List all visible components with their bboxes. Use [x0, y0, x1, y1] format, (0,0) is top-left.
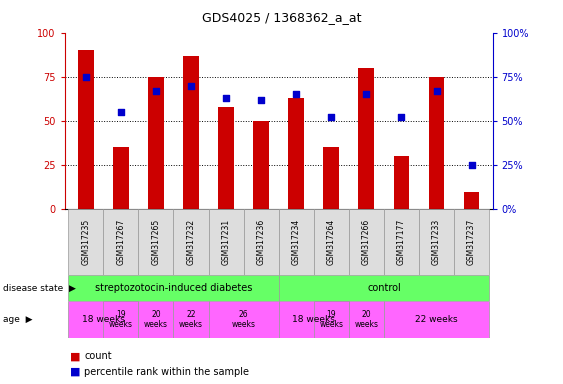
- Text: GSM317235: GSM317235: [81, 219, 90, 265]
- Bar: [428, 77, 444, 209]
- Bar: [464, 192, 480, 209]
- Bar: [394, 156, 409, 209]
- Text: GSM317237: GSM317237: [467, 219, 476, 265]
- Bar: [323, 147, 339, 209]
- Bar: [244, 209, 279, 275]
- Text: GSM317231: GSM317231: [222, 219, 231, 265]
- Bar: [148, 77, 164, 209]
- Bar: [279, 301, 349, 338]
- Point: [397, 114, 406, 121]
- Text: GSM317264: GSM317264: [327, 219, 336, 265]
- Bar: [314, 209, 349, 275]
- Bar: [68, 301, 138, 338]
- Text: GSM317177: GSM317177: [397, 219, 406, 265]
- Point: [222, 95, 231, 101]
- Bar: [454, 209, 489, 275]
- Point: [327, 114, 336, 121]
- Bar: [279, 275, 489, 301]
- Bar: [138, 209, 173, 275]
- Text: ■: ■: [70, 367, 81, 377]
- Bar: [173, 301, 208, 338]
- Text: streptozotocin-induced diabetes: streptozotocin-induced diabetes: [95, 283, 252, 293]
- Bar: [253, 121, 269, 209]
- Point: [186, 83, 195, 89]
- Text: age  ▶: age ▶: [3, 315, 32, 324]
- Text: 20
weeks: 20 weeks: [354, 310, 378, 329]
- Bar: [104, 301, 138, 338]
- Bar: [349, 301, 384, 338]
- Text: GSM317236: GSM317236: [257, 219, 266, 265]
- Bar: [208, 301, 279, 338]
- Bar: [68, 275, 279, 301]
- Text: 22 weeks: 22 weeks: [415, 315, 458, 324]
- Bar: [173, 209, 208, 275]
- Text: count: count: [84, 351, 112, 361]
- Text: 19
weeks: 19 weeks: [319, 310, 343, 329]
- Point: [362, 91, 371, 98]
- Text: GSM317267: GSM317267: [117, 219, 126, 265]
- Bar: [68, 209, 104, 275]
- Bar: [419, 209, 454, 275]
- Bar: [314, 301, 349, 338]
- Text: GSM317233: GSM317233: [432, 219, 441, 265]
- Bar: [279, 209, 314, 275]
- Text: GSM317266: GSM317266: [362, 219, 371, 265]
- Text: 19
weeks: 19 weeks: [109, 310, 133, 329]
- Text: 18 weeks: 18 weeks: [82, 315, 125, 324]
- Bar: [288, 98, 304, 209]
- Bar: [218, 107, 234, 209]
- Point: [81, 74, 90, 80]
- Bar: [349, 209, 384, 275]
- Bar: [359, 68, 374, 209]
- Text: GSM317234: GSM317234: [292, 219, 301, 265]
- Text: 20
weeks: 20 weeks: [144, 310, 168, 329]
- Bar: [384, 301, 489, 338]
- Bar: [183, 56, 199, 209]
- Text: percentile rank within the sample: percentile rank within the sample: [84, 367, 249, 377]
- Text: GDS4025 / 1368362_a_at: GDS4025 / 1368362_a_at: [202, 11, 361, 24]
- Text: 18 weeks: 18 weeks: [292, 315, 335, 324]
- Point: [432, 88, 441, 94]
- Bar: [138, 301, 173, 338]
- Point: [117, 109, 126, 115]
- Point: [151, 88, 160, 94]
- Bar: [104, 209, 138, 275]
- Bar: [208, 209, 244, 275]
- Point: [467, 162, 476, 168]
- Bar: [384, 209, 419, 275]
- Text: GSM317265: GSM317265: [151, 219, 160, 265]
- Point: [257, 97, 266, 103]
- Text: ■: ■: [70, 351, 81, 361]
- Text: control: control: [367, 283, 401, 293]
- Text: GSM317232: GSM317232: [186, 219, 195, 265]
- Text: 26
weeks: 26 weeks: [231, 310, 256, 329]
- Bar: [113, 147, 129, 209]
- Text: 22
weeks: 22 weeks: [179, 310, 203, 329]
- Bar: [78, 50, 93, 209]
- Text: disease state  ▶: disease state ▶: [3, 283, 75, 293]
- Point: [292, 91, 301, 98]
